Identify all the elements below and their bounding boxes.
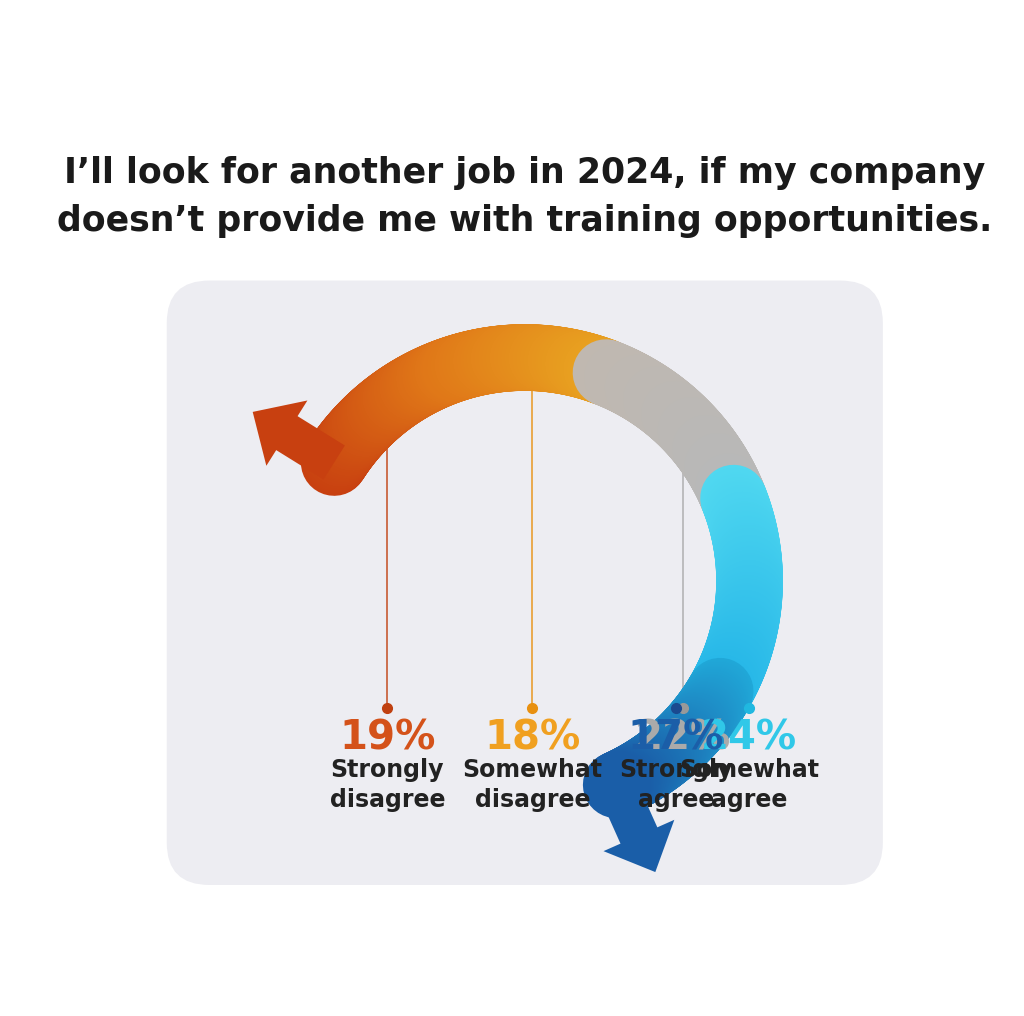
Text: 22%: 22% (635, 718, 731, 759)
Text: I’ll look for another job in 2024, if my company: I’ll look for another job in 2024, if my… (65, 155, 985, 190)
Text: Somewhat
agree: Somewhat agree (679, 758, 819, 812)
Text: 17%: 17% (628, 718, 724, 759)
Text: 19%: 19% (339, 718, 435, 759)
Text: Strongly
agree: Strongly agree (618, 758, 732, 812)
Polygon shape (253, 400, 345, 480)
FancyBboxPatch shape (167, 280, 883, 885)
Text: 24%: 24% (701, 718, 797, 759)
Text: Somewhat
disagree: Somewhat disagree (462, 758, 602, 812)
Text: 18%: 18% (484, 718, 581, 759)
Text: doesn’t provide me with training opportunities.: doesn’t provide me with training opportu… (57, 203, 992, 238)
Polygon shape (598, 776, 675, 872)
Text: Strongly
disagree: Strongly disagree (330, 758, 445, 812)
